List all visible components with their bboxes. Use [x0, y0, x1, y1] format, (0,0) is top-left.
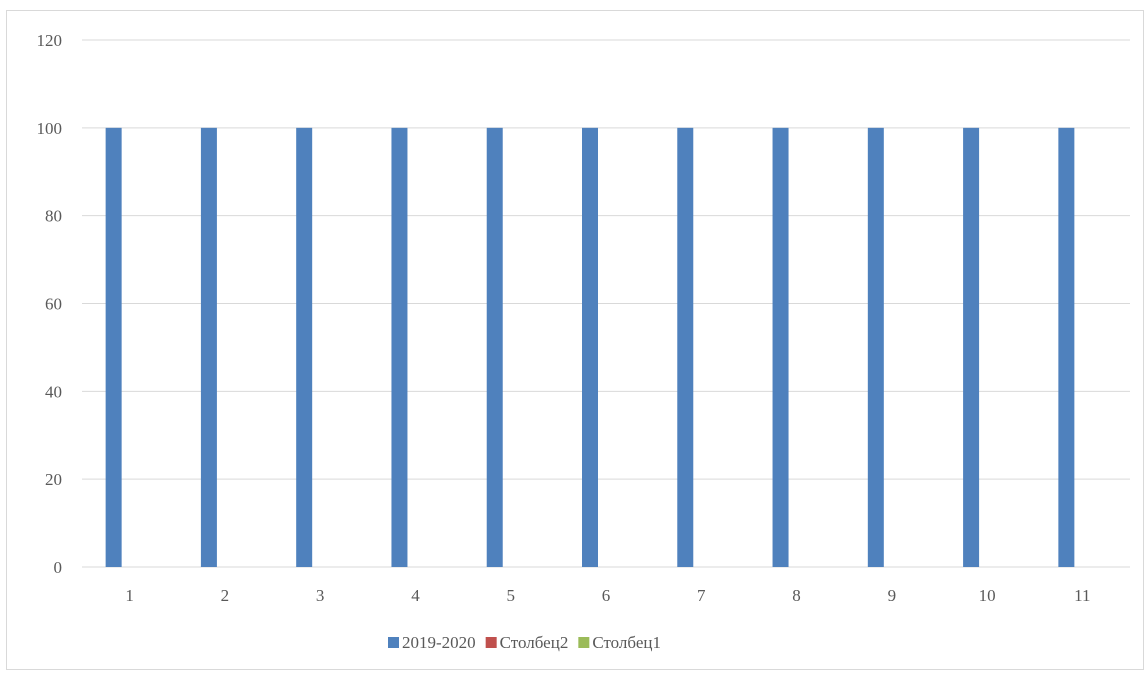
y-tick-label: 0	[54, 558, 63, 577]
bar-2019-2020-7	[677, 127, 694, 567]
bar-2019-2020-10	[963, 127, 980, 567]
y-axis-tick-labels: 0 20 40 60 80 100 120	[37, 31, 63, 577]
x-tick-label: 4	[411, 586, 420, 605]
x-tick-label: 10	[979, 586, 996, 605]
bar-2019-2020-5	[486, 127, 503, 567]
y-tick-label: 60	[45, 295, 62, 314]
x-tick-label: 9	[888, 586, 897, 605]
x-tick-label: 6	[602, 586, 611, 605]
legend-label: Столбец2	[500, 633, 569, 652]
x-tick-label: 1	[125, 586, 134, 605]
bar-2019-2020-2	[200, 127, 217, 567]
y-tick-label: 80	[45, 207, 62, 226]
x-axis-tick-labels: 1 2 3 4 5 6 7 8 9 10 11	[125, 586, 1090, 605]
legend-swatch	[485, 637, 497, 648]
bar-2019-2020-8	[772, 127, 789, 567]
x-tick-label: 3	[316, 586, 325, 605]
bar-2019-2020-4	[391, 127, 408, 567]
bar-2019-2020-6	[582, 127, 598, 567]
legend-swatch	[388, 637, 399, 648]
bar-2019-2020-11	[1058, 127, 1075, 567]
x-tick-label: 11	[1074, 586, 1090, 605]
x-tick-label: 7	[697, 586, 706, 605]
y-tick-label: 20	[45, 470, 62, 489]
bar-2019-2020-3	[296, 127, 313, 567]
bar-2019-2020-9	[867, 127, 884, 567]
chart-frame	[6, 10, 1144, 670]
x-tick-label: 5	[506, 586, 515, 605]
y-tick-label: 120	[37, 31, 63, 50]
legend: 2019-2020 Столбец2 Столбец1	[388, 633, 661, 652]
x-tick-label: 8	[792, 586, 801, 605]
legend-label: 2019-2020	[402, 633, 476, 652]
x-tick-label: 2	[221, 586, 230, 605]
legend-swatch	[578, 637, 590, 648]
bar-2019-2020-1	[105, 127, 122, 567]
legend-label: Столбец1	[592, 633, 661, 652]
y-tick-label: 100	[37, 119, 63, 138]
bars	[105, 127, 1075, 567]
gridlines	[82, 39, 1130, 568]
y-tick-label: 40	[45, 382, 62, 401]
